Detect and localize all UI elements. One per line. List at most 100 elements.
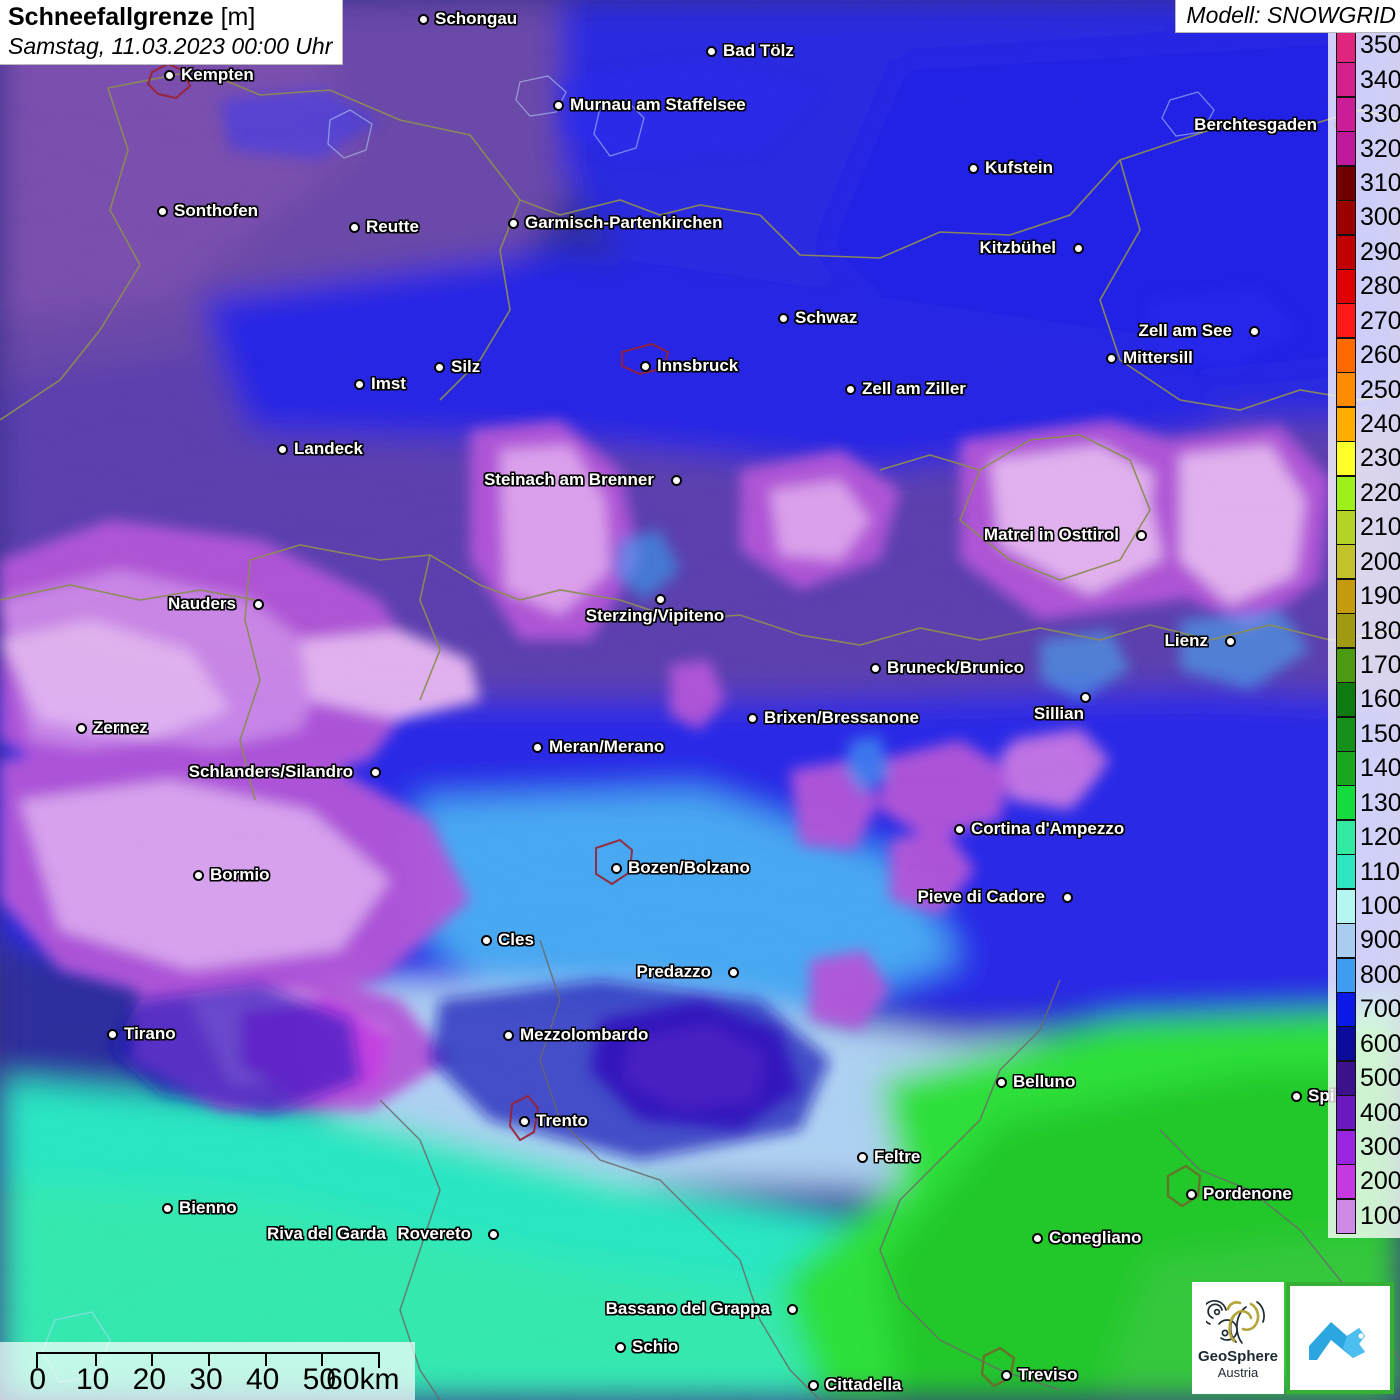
legend-label-1100: 1100 [1360,857,1400,886]
city-dot-icon [857,1152,868,1163]
city-label: Belluno [1013,1072,1076,1091]
legend-label-1300: 1300 [1360,788,1400,817]
city-label: Garmisch-Partenkirchen [525,213,723,232]
city-dot-icon [615,1342,626,1353]
city-label: Predazzo [636,962,711,981]
legend-label-3000: 3000 [1360,203,1400,232]
legend-label-1800: 1800 [1360,616,1400,645]
city-dot-icon [519,1116,530,1127]
legend-swatch-100 [1336,1198,1356,1234]
model-label: Modell: SNOWGRID [1186,2,1396,28]
city-label: Meran/Merano [549,737,665,756]
city-dot-icon [481,935,492,946]
city-label: Bormio [210,865,270,884]
city-label: Cles [498,930,534,949]
city-dot-icon [508,218,519,229]
city-label: Schlanders/Silandro [188,762,353,781]
legend-label-200: 200 [1360,1167,1400,1196]
legend-label-400: 400 [1360,1098,1400,1127]
legend-swatch-300 [1336,1129,1356,1165]
legend-label-2400: 2400 [1360,409,1400,438]
city-label: Schongau [435,9,518,28]
city-dot-icon [1080,692,1091,703]
legend-label-1600: 1600 [1360,685,1400,714]
city-label: Innsbruck [657,356,739,375]
legend-label-2500: 2500 [1360,375,1400,404]
geosphere-logo-subtitle: Austria [1217,1365,1259,1380]
city-dot-icon [968,163,979,174]
city-dot-icon [747,713,758,724]
scale-tick [208,1354,210,1366]
legend-label-2600: 2600 [1360,341,1400,370]
scale-label: 20 [132,1363,167,1396]
city-label: Bienno [179,1198,237,1217]
legend-label-2200: 2200 [1360,478,1400,507]
city-dot-icon [553,100,564,111]
model-box: Modell: SNOWGRID [1175,0,1400,33]
legend-label-500: 500 [1360,1064,1400,1093]
legend-swatch-2600 [1336,337,1356,373]
city-dot-icon [162,1203,173,1214]
legend-swatch-1100 [1336,854,1356,890]
city-dot-icon [728,967,739,978]
legend-label-2800: 2800 [1360,272,1400,301]
city-dot-icon [193,870,204,881]
scale-tick [321,1354,324,1366]
city-label: Bozen/Bolzano [628,858,750,877]
city-dot-icon [503,1030,514,1041]
geosphere-swirl-icon [1206,1299,1265,1344]
city-label: Pieve di Cadore [917,887,1045,906]
geosphere-austria-logo: GeoSphere Austria [1192,1282,1284,1394]
city-label: Schio [632,1337,679,1356]
mountain-arrow-icon [1309,1322,1365,1360]
legend-swatch-2800 [1336,269,1356,305]
city-label: Cortina d'Ampezzo [971,819,1125,838]
scale-tick [264,1354,267,1366]
legend-swatch-3400 [1336,62,1356,98]
city-label: Lienz [1164,631,1208,650]
scale-bar: 0 10 20 30 40 50 60km [0,1342,415,1400]
city-label: Cittadella [825,1375,902,1394]
legend-label-3500: 3500 [1360,31,1400,60]
legend-label-2900: 2900 [1360,237,1400,266]
city-dot-icon [1032,1233,1043,1244]
legend-label-1500: 1500 [1360,719,1400,748]
city-dot-icon [164,70,175,81]
legend-swatch-1900 [1336,578,1356,614]
city-dot-icon [1225,636,1236,647]
city-dot-icon [778,313,789,324]
legend-label-600: 600 [1360,1029,1400,1058]
city-dot-icon [996,1077,1007,1088]
title-parameter: Schneefallgrenze [8,3,214,31]
legend-swatch-1500 [1336,716,1356,752]
legend-swatch-1700 [1336,647,1356,683]
city-label: Trento [536,1111,588,1130]
legend-swatch-2100 [1336,510,1356,546]
city-dot-icon [808,1380,819,1391]
city-label: Sillian [1033,704,1084,723]
city-dot-icon [354,379,365,390]
legend-swatch-900 [1336,923,1356,959]
legend-label-800: 800 [1360,960,1400,989]
title-unit: [m] [220,3,256,31]
city-dot-icon [418,14,429,25]
legend-colorbar[interactable]: 3500 3400 3300 3200 3100 3000 2900 2800 2700 2600… [1328,28,1400,1238]
legend-swatch-2200 [1336,475,1356,511]
scale-label: 50 [302,1363,337,1396]
city-label: Sonthofen [174,201,259,220]
city-dot-icon [488,1229,499,1240]
legend-swatch-2700 [1336,303,1356,339]
legend-label-2700: 2700 [1360,306,1400,335]
city-label: Kufstein [985,158,1053,177]
city-label: Conegliano [1049,1228,1142,1247]
city-label: Zell am Ziller [862,379,966,398]
city-label: Pordenone [1203,1184,1292,1203]
partner-logo [1286,1282,1394,1394]
city-label: Riva del Garda [266,1224,386,1243]
legend-swatch-1600 [1336,682,1356,718]
legend-swatch-700 [1336,992,1356,1028]
city-label: Matrei in Osttirol [983,525,1119,544]
legend-swatch-1400 [1336,751,1356,787]
city-dot-icon [1291,1091,1302,1102]
